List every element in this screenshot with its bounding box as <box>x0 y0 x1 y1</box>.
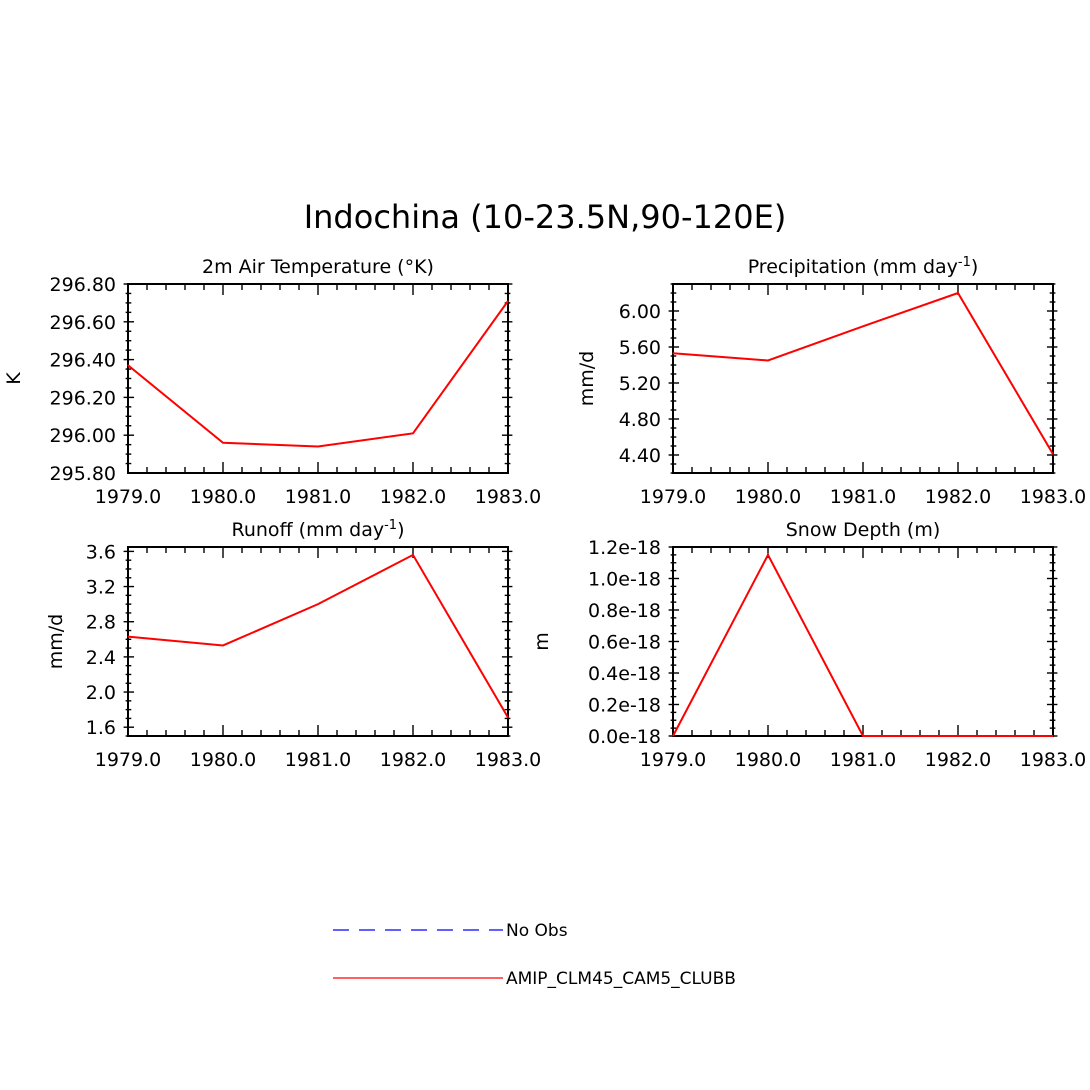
precipitation-ytick-label: 5.60 <box>619 337 661 359</box>
precipitation-data-point <box>862 325 864 327</box>
snow-depth-ytick-label: 1.2e-18 <box>588 537 661 559</box>
temperature-frame <box>127 283 509 474</box>
temperature-data-point <box>412 432 414 434</box>
temperature-ytick-label: 295.80 <box>50 463 116 485</box>
runoff-data-point <box>127 636 129 638</box>
temperature-series-line <box>127 300 509 448</box>
panel-temperature: 2m Air Temperature (°K) K 1979.0 1980.0 1981… <box>3 256 541 508</box>
runoff-title-superscript: -1 <box>384 518 397 533</box>
snow-depth-xtick-label: 1979.0 <box>640 749 706 771</box>
snow-depth-title: Snow Depth (m) <box>786 519 941 541</box>
temperature-xtick-label: 1981.0 <box>285 486 351 508</box>
snow-depth-ytick-label: 0.8e-18 <box>588 600 661 622</box>
temperature-title: 2m Air Temperature (°K) <box>202 256 434 278</box>
snow-depth-data-point <box>862 735 864 737</box>
precipitation-xtick-label: 1982.0 <box>925 486 991 508</box>
snow-depth-ytick-label: 0.0e-18 <box>588 726 661 748</box>
panel-snow-depth: Snow Depth (m) m 1979.0 1980.0 1981.0 1982.0 1… <box>531 519 1086 771</box>
figure-title: Indochina (10-23.5N,90-120E) <box>304 198 787 236</box>
temperature-data-point <box>317 445 319 448</box>
runoff-series-line <box>127 553 509 719</box>
snow-depth-data-point <box>1052 735 1054 737</box>
snow-depth-data-point <box>672 735 674 737</box>
panel-runoff: Runoff (mm day-1) mm/d 1979.0 1980.0 1981.0 1… <box>45 518 541 772</box>
legend: No Obs AMIP_CLM45_CAM5_CLUBB <box>333 921 736 989</box>
precipitation-xtick-label: 1981.0 <box>830 486 896 508</box>
precipitation-ylabel: mm/d <box>576 351 598 406</box>
runoff-data-point <box>412 554 414 556</box>
runoff-xtick-label: 1983.0 <box>475 749 541 771</box>
precipitation-xtick-label: 1980.0 <box>735 486 801 508</box>
legend-no-obs-label: No Obs <box>506 921 568 941</box>
precipitation-title: Precipitation (mm day-1) <box>748 255 979 279</box>
runoff-ytick-label: 3.6 <box>86 541 116 563</box>
panels: 2m Air Temperature (°K) K 1979.0 1980.0 1981… <box>3 255 1086 772</box>
temperature-ytick-label: 296.60 <box>50 312 116 334</box>
precipitation-frame <box>672 283 1054 474</box>
precipitation-title-end: ) <box>971 256 978 278</box>
temperature-data-point <box>127 364 129 366</box>
runoff-xtick-label: 1981.0 <box>285 749 351 771</box>
runoff-ytick-label: 1.6 <box>86 717 116 739</box>
temperature-ytick-label: 296.00 <box>50 425 116 447</box>
runoff-data-point <box>222 644 224 647</box>
runoff-title-end: ) <box>397 519 404 541</box>
temperature-xtick-label: 1980.0 <box>190 486 256 508</box>
runoff-ytick-label: 2.4 <box>86 647 116 669</box>
runoff-xtick-label: 1979.0 <box>95 749 161 771</box>
precipitation-xtick-label: 1979.0 <box>640 486 706 508</box>
runoff-xtick-label: 1980.0 <box>190 749 256 771</box>
precipitation-ytick-label: 5.20 <box>619 373 661 395</box>
runoff-title: Runoff (mm day-1) <box>232 518 405 542</box>
temperature-data-point <box>222 442 224 444</box>
legend-model-label: AMIP_CLM45_CAM5_CLUBB <box>506 969 736 989</box>
precipitation-ytick-label: 6.00 <box>619 301 661 323</box>
snow-depth-ytick-label: 0.6e-18 <box>588 632 661 654</box>
snow-depth-data-point <box>767 554 769 556</box>
precipitation-data-point <box>767 359 769 362</box>
temperature-data-point <box>507 300 509 302</box>
snow-depth-ytick-label: 0.2e-18 <box>588 695 661 717</box>
snow-depth-xtick-label: 1980.0 <box>735 749 801 771</box>
precipitation-ytick-label: 4.40 <box>619 445 661 467</box>
precipitation-data-point <box>957 292 959 294</box>
precipitation-ytick-label: 4.80 <box>619 409 661 431</box>
precipitation-xtick-label: 1983.0 <box>1020 486 1086 508</box>
temperature-xtick-label: 1979.0 <box>95 486 161 508</box>
precipitation-data-point <box>1052 453 1054 455</box>
temperature-ytick-label: 296.80 <box>50 274 116 296</box>
temperature-xtick-label: 1983.0 <box>475 486 541 508</box>
runoff-ytick-label: 2.0 <box>86 682 116 704</box>
runoff-ylabel: mm/d <box>45 614 67 669</box>
snow-depth-xtick-label: 1983.0 <box>1020 749 1086 771</box>
runoff-data-point <box>507 716 509 719</box>
snow-depth-ylabel: m <box>531 632 553 651</box>
snow-depth-series-line <box>672 552 1053 737</box>
runoff-ytick-label: 3.2 <box>86 577 116 599</box>
temperature-xtick-label: 1982.0 <box>380 486 446 508</box>
snow-depth-xtick-label: 1981.0 <box>830 749 896 771</box>
precipitation-data-point <box>672 352 674 354</box>
precipitation-series-line <box>672 291 1054 455</box>
snow-depth-frame <box>672 546 1054 737</box>
snow-depth-xtick-label: 1982.0 <box>925 749 991 771</box>
snow-depth-ytick-label: 0.4e-18 <box>588 663 661 685</box>
runoff-xtick-label: 1982.0 <box>380 749 446 771</box>
runoff-data-point <box>317 603 319 605</box>
runoff-ytick-label: 2.8 <box>86 612 116 634</box>
temperature-ytick-label: 296.40 <box>50 350 116 372</box>
precipitation-title-superscript: -1 <box>958 255 971 270</box>
snow-depth-data-point <box>957 735 959 737</box>
snow-depth-ytick-label: 1.0e-18 <box>588 569 661 591</box>
temperature-ytick-label: 296.20 <box>50 387 116 409</box>
temperature-ylabel: K <box>3 372 25 385</box>
panel-precipitation: Precipitation (mm day-1) mm/d 1979.0 1980.0… <box>576 255 1086 509</box>
